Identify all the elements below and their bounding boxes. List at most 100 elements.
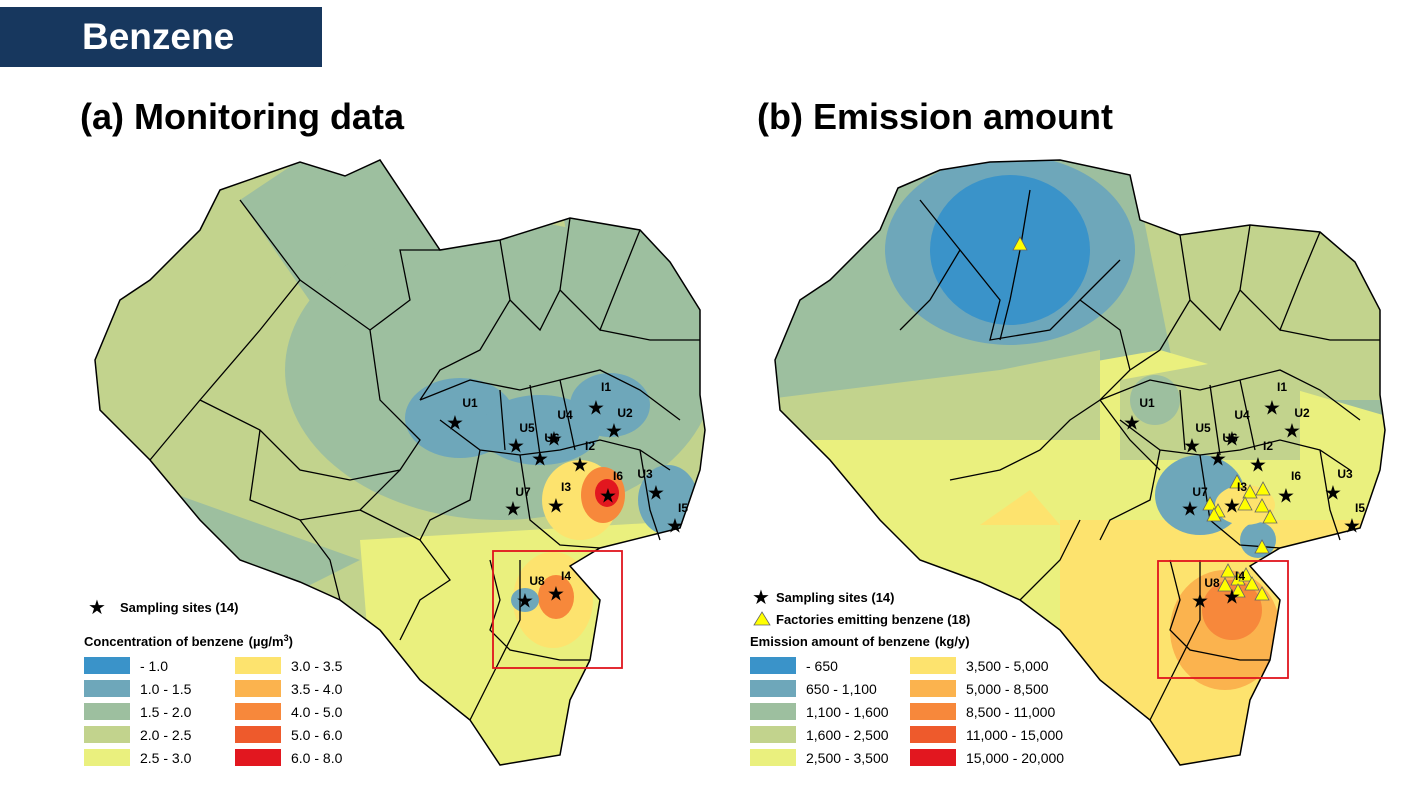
- map-a-site-label-u6: U6: [544, 431, 560, 445]
- map-b-site-label-u8: U8: [1204, 576, 1220, 590]
- map-a-site-label-u3: U3: [637, 467, 653, 481]
- legend-b-swatch-2: [750, 703, 796, 720]
- map-a-site-star-i6: ★: [599, 485, 617, 507]
- factory-triangle-icon-0: [1012, 236, 1028, 251]
- map-b-site-star-u6: ★: [1209, 448, 1227, 470]
- factory-triangle-icon-9: [1206, 507, 1222, 522]
- legend-b-star-icon: ★: [752, 587, 770, 609]
- legend-a-class-label-2: 1.5 - 2.0: [140, 704, 192, 720]
- map-a-highlight-box: [492, 550, 623, 669]
- legend-b-swatch-5: [910, 657, 956, 674]
- map-a-site-label-u4: U4: [557, 408, 573, 422]
- svg-text:Concentration of benzene(µg/m3: Concentration of benzene (µg/m3): [84, 633, 293, 649]
- legend-a-sites-label: Sampling sites (14): [120, 600, 238, 615]
- map-a-site-star-i5: ★: [666, 515, 684, 537]
- map-a-site-label-i6: I6: [613, 469, 623, 483]
- svg-text:Emission amount of benzene(kg/: Emission amount of benzene (kg/y): [750, 634, 970, 649]
- factory-triangle-icon-15: [1254, 586, 1270, 601]
- map-a-site-star-u6: ★: [531, 448, 549, 470]
- factory-triangle-icon-10: [1254, 539, 1270, 554]
- legend-a-swatch-3: [84, 726, 130, 743]
- factory-triangle-icon-6: [1262, 509, 1278, 524]
- map-a-site-star-u2: ★: [605, 420, 623, 442]
- map-b-site-star-u4: ★: [1223, 428, 1241, 450]
- map-b-site-label-i2: I2: [1263, 439, 1273, 453]
- legend-a-unit: (µg/m: [249, 634, 284, 649]
- map-a-site-label-i1: I1: [601, 380, 611, 394]
- factory-triangle-icon-2: [1242, 484, 1258, 499]
- legend-b-swatch-6: [910, 680, 956, 697]
- legend-b-swatch-4: [750, 749, 796, 766]
- map-b-site-label-u3: U3: [1337, 467, 1353, 481]
- legend-a-class-label-1: 1.0 - 1.5: [140, 681, 192, 697]
- map-b-site-label-i5: I5: [1355, 501, 1365, 515]
- legend-a-swatch-6: [235, 680, 281, 697]
- legend-b-class-label-3: 1,600 - 2,500: [806, 727, 889, 743]
- map-a-site-label-u1: U1: [462, 396, 478, 410]
- legend-b-classes: - 650 650 - 1,100 1,100 - 1,600 1,600 - 2,5…: [750, 657, 1064, 766]
- map-a-site-label-i5: I5: [678, 501, 688, 515]
- legend-a-class-label-9: 6.0 - 8.0: [291, 750, 343, 766]
- map-b-site-star-u5: ★: [1183, 435, 1201, 457]
- map-b-site-star-u7: ★: [1181, 498, 1199, 520]
- legend-b-class-label-6: 5,000 - 8,500: [966, 681, 1049, 697]
- legend-b-class-label-7: 8,500 - 11,000: [966, 704, 1055, 720]
- legend-a-class-label-5: 3.0 - 3.5: [291, 658, 343, 674]
- legend-b-class-label-0: - 650: [806, 658, 838, 674]
- map-b-site-label-u1: U1: [1139, 396, 1155, 410]
- map-b-site-label-i3: I3: [1237, 480, 1247, 494]
- legend-a-unit-close: ): [289, 634, 293, 649]
- map-a-site-label-u5: U5: [519, 421, 535, 435]
- legend-b-swatch-0: [750, 657, 796, 674]
- map-b-site-label-i4: I4: [1235, 569, 1245, 583]
- factory-triangle-icon-11: [1220, 563, 1236, 578]
- map-a-boundaries: [94, 159, 706, 766]
- map-b-boundaries: [774, 159, 1386, 766]
- factory-triangle-icon-16: [1230, 583, 1246, 598]
- map-b-site-star-i3: ★: [1223, 495, 1241, 517]
- legend-a-swatch-9: [235, 749, 281, 766]
- legend-b-swatch-9: [910, 749, 956, 766]
- legend-a-class-label-8: 5.0 - 6.0: [291, 727, 343, 743]
- legend-b-class-label-4: 2,500 - 3,500: [806, 750, 889, 766]
- panel-b-title: (b) Emission amount: [757, 96, 1114, 137]
- map-b-factories: [1012, 236, 1278, 601]
- legend-b-class-label-8: 11,000 - 15,000: [966, 727, 1063, 743]
- map-b-site-label-u5: U5: [1195, 421, 1211, 435]
- map-b-site-label-u6: U6: [1222, 431, 1238, 445]
- legend-a-swatch-8: [235, 726, 281, 743]
- legend-a-class-label-3: 2.0 - 2.5: [140, 727, 192, 743]
- factory-triangle-icon-3: [1255, 481, 1271, 496]
- map-a-site-label-i3: I3: [561, 480, 571, 494]
- map-a-site-star-i2: ★: [571, 454, 589, 476]
- map-b-site-star-u2: ★: [1283, 420, 1301, 442]
- map-a-site-star-u1: ★: [446, 412, 464, 434]
- map-a-site-label-i4: I4: [561, 569, 571, 583]
- legend-b-class-label-2: 1,100 - 1,600: [806, 704, 889, 720]
- legend-a-swatch-4: [84, 749, 130, 766]
- map-a-site-star-i1: ★: [587, 397, 605, 419]
- legend-b-sites-label: Sampling sites (14): [776, 590, 894, 605]
- map-b-site-star-i4: ★: [1223, 586, 1241, 608]
- map-a-site-star-i3: ★: [547, 495, 565, 517]
- legend-b-triangle-icon: [753, 611, 771, 626]
- legend-b-class-label-1: 650 - 1,100: [806, 681, 877, 697]
- legend-a-classes: - 1.0 1.0 - 1.5 1.5 - 2.0 2.0 - 2.5 2.5 - 3.…: [84, 657, 343, 766]
- map-b-highlight-box: [1157, 560, 1289, 679]
- map-b-site-star-i5: ★: [1343, 515, 1361, 537]
- legend-a-class-label-0: - 1.0: [140, 658, 168, 674]
- map-b-site-star-u1: ★: [1123, 412, 1141, 434]
- map-b-site-star-i1: ★: [1263, 397, 1281, 419]
- factory-triangle-icon-1: [1229, 474, 1245, 489]
- factory-triangle-icon-7: [1202, 496, 1218, 511]
- map-b-site-label-u7: U7: [1192, 485, 1208, 499]
- legend-b-swatch-8: [910, 726, 956, 743]
- map-a-site-label-u2: U2: [617, 406, 633, 420]
- legend-a: ★ Sampling sites (14) Concentration of b…: [84, 597, 343, 766]
- map-a-sampling-sites: ★U1★U2★U3★U4★U5★U6★U7★U8★I1★I2★I3★I4★I5★…: [446, 380, 688, 612]
- legend-a-class-label-4: 2.5 - 3.0: [140, 750, 192, 766]
- factory-triangle-icon-5: [1254, 498, 1270, 513]
- map-b-site-star-u8: ★: [1191, 590, 1209, 612]
- map-a-site-star-u7: ★: [504, 498, 522, 520]
